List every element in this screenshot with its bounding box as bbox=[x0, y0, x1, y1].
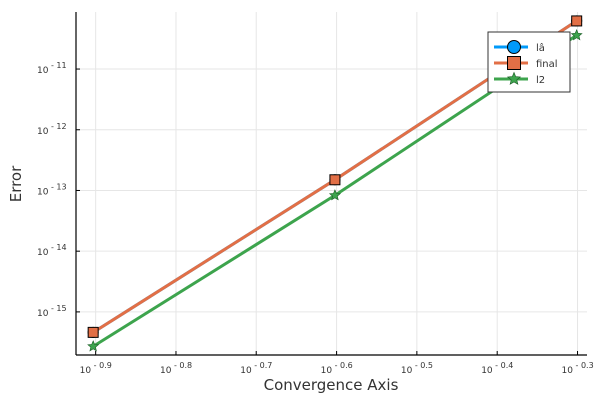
legend-marker-circle bbox=[507, 40, 521, 54]
y-axis-label: Error bbox=[7, 165, 25, 202]
data-point-star bbox=[87, 340, 100, 352]
legend-label: final bbox=[536, 59, 558, 70]
x-tick-label: 10 - 0.9 bbox=[80, 361, 112, 376]
data-point-square bbox=[87, 326, 99, 338]
y-tick-label: 10 - 15 bbox=[37, 304, 67, 319]
x-tick-label: 10 - 0.8 bbox=[160, 361, 192, 376]
y-tick-label: 10 - 11 bbox=[37, 61, 67, 76]
axes: 10 - 0.9 10 - 0.8 10 - 0.7 10 - 0.6 10 - 0.5… bbox=[37, 12, 594, 376]
x-tick-label: 10 - 0.5 bbox=[401, 361, 433, 376]
legend: lâ final l2 bbox=[487, 31, 571, 93]
y-tick-label: 10 - 14 bbox=[37, 243, 67, 258]
x-tick-label: 10 - 0.4 bbox=[481, 361, 513, 376]
x-tick-label: 10 - 0.7 bbox=[240, 361, 272, 376]
y-tick-label: 10 - 12 bbox=[37, 122, 67, 137]
legend-label: l2 bbox=[536, 75, 545, 86]
data-point-star bbox=[570, 29, 583, 41]
data-point-star bbox=[328, 189, 341, 201]
legend-marker-square bbox=[507, 56, 521, 70]
data-point-square bbox=[329, 174, 341, 186]
x-tick-label: 10 - 0.3 bbox=[562, 361, 594, 376]
data-point-square bbox=[571, 15, 583, 27]
x-axis-label: Convergence Axis bbox=[264, 376, 399, 394]
legend-label: lâ bbox=[536, 42, 545, 54]
y-tick-label: 10 - 13 bbox=[37, 182, 67, 197]
legend-marker-star bbox=[506, 71, 522, 85]
x-tick-label: 10 - 0.6 bbox=[321, 361, 353, 376]
